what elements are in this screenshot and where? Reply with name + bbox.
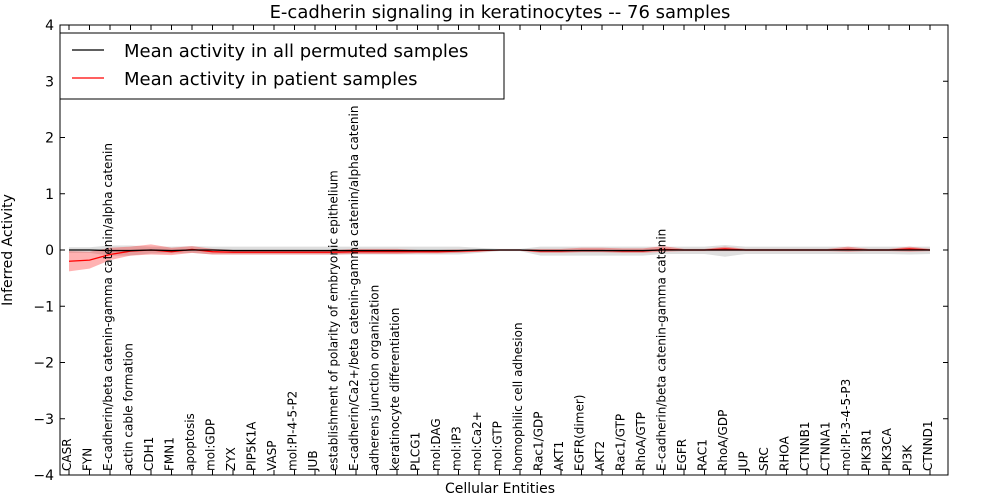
category-label: FYN: [81, 448, 95, 471]
chart-title: E-cadherin signaling in keratinocytes --…: [270, 2, 731, 23]
category-label: CTNND1: [921, 420, 935, 471]
category-label: PIK3R1: [860, 429, 874, 471]
category-label: E-cadherin/beta catenin-gamma catenin: [655, 229, 669, 471]
category-label: CDH1: [142, 437, 156, 471]
series-lines: [68, 248, 931, 262]
category-label: JUB: [306, 450, 320, 472]
x-axis-label: Cellular Entities: [445, 481, 555, 497]
category-label: mol:GTP: [491, 421, 505, 471]
category-label: keratinocyte differentiation: [388, 308, 402, 471]
series-band-0: [69, 244, 930, 257]
y-tick-label: −2: [33, 356, 54, 372]
category-label: AKT2: [593, 441, 607, 471]
category-label: FMN1: [163, 437, 177, 471]
legend-label-permuted: Mean activity in all permuted samples: [124, 41, 468, 62]
y-tick-label: 4: [45, 18, 54, 34]
category-label: PLCG1: [409, 432, 423, 471]
category-label: RAC1: [696, 439, 710, 471]
y-tick-label: −1: [33, 299, 54, 315]
category-label: homophilic cell adhesion: [511, 322, 525, 471]
y-axis-label: Inferred Activity: [0, 194, 16, 306]
category-label: PIK3CA: [880, 427, 894, 471]
category-label: establishment of polarity of embryonic e…: [327, 170, 341, 471]
category-labels: CASR FYN E-cadherin/beta catenin-gamma cat…: [60, 106, 935, 472]
category-label: mol:PI-3-4-5-P3: [839, 379, 853, 471]
series-line-0: [69, 249, 930, 252]
category-label: RhoA/GTP: [634, 412, 648, 471]
category-label: CTNNB1: [798, 421, 812, 471]
category-label: mol:IP3: [450, 426, 464, 471]
category-label: mol:PI-4-5-P2: [286, 391, 300, 471]
category-label: RhoA/GDP: [716, 410, 730, 471]
y-tick-label: 2: [45, 131, 54, 147]
plot-frame: [59, 24, 949, 476]
y-tick-label: 3: [45, 74, 54, 90]
category-label: CASR: [60, 438, 74, 471]
category-label: Rac1/GDP: [532, 412, 546, 471]
y-tick-label: −3: [33, 412, 54, 428]
category-label: JUP: [737, 451, 751, 472]
category-label: EGFR(dimer): [573, 395, 587, 471]
y-tick-label: 1: [45, 187, 54, 203]
category-label: SRC: [757, 447, 771, 471]
category-label: E-cadherin/Ca2+/beta catenin-gamma caten…: [347, 106, 361, 471]
category-label: EGFR: [675, 439, 689, 471]
category-label: adherens junction organization: [368, 285, 382, 471]
category-label: ZYX: [224, 447, 238, 471]
category-label: apoptosis: [183, 413, 197, 471]
category-label: VASP: [265, 440, 279, 471]
category-label: mol:DAG: [429, 418, 443, 471]
category-label: Rac1/GTP: [614, 414, 628, 471]
category-label: PIP5K1A: [245, 421, 259, 471]
category-label: mol:GDP: [204, 419, 218, 471]
category-label: PI3K: [901, 444, 915, 471]
category-label: RHOA: [778, 435, 792, 471]
y-tick-label: −4: [33, 468, 54, 484]
category-label: AKT1: [552, 441, 566, 471]
category-label: mol:Ca2+: [470, 411, 484, 471]
category-label: actin cable formation: [122, 343, 136, 471]
legend-label-patient: Mean activity in patient samples: [124, 69, 418, 90]
legend-box: [59, 32, 505, 100]
y-axis: −4 −3 −2 −1 0 1 2 3 4: [33, 18, 948, 484]
category-label: E-cadherin/beta catenin-gamma catenin/al…: [101, 143, 115, 471]
y-tick-label: 0: [45, 243, 54, 259]
category-label: CTNNA1: [819, 421, 833, 471]
legend: Mean activity in all permuted samples Me…: [59, 32, 505, 100]
